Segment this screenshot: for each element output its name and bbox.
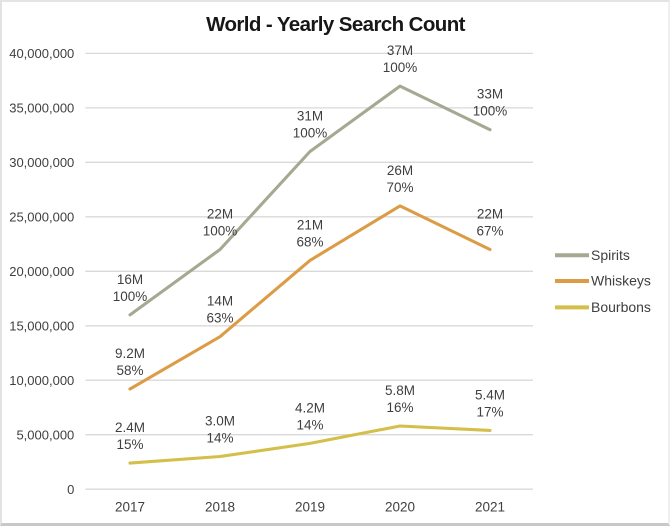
svg-text:31M: 31M bbox=[297, 109, 323, 124]
svg-text:14%: 14% bbox=[296, 417, 323, 432]
svg-text:Whiskeys: Whiskeys bbox=[591, 273, 651, 289]
svg-text:70%: 70% bbox=[386, 180, 413, 195]
svg-text:10,000,000: 10,000,000 bbox=[9, 373, 74, 388]
svg-text:100%: 100% bbox=[293, 126, 328, 141]
svg-text:22M: 22M bbox=[207, 207, 233, 222]
svg-text:5.4M: 5.4M bbox=[475, 387, 505, 402]
svg-text:21M: 21M bbox=[297, 217, 323, 232]
svg-text:17%: 17% bbox=[476, 404, 503, 419]
svg-text:22M: 22M bbox=[477, 207, 503, 222]
svg-text:9.2M: 9.2M bbox=[115, 346, 145, 361]
svg-text:2017: 2017 bbox=[115, 500, 145, 515]
svg-text:67%: 67% bbox=[476, 224, 503, 239]
svg-text:2019: 2019 bbox=[295, 500, 325, 515]
svg-text:100%: 100% bbox=[113, 289, 148, 304]
svg-text:3.0M: 3.0M bbox=[205, 414, 235, 429]
svg-text:2.4M: 2.4M bbox=[115, 420, 145, 435]
svg-text:20,000,000: 20,000,000 bbox=[9, 264, 74, 279]
svg-text:40,000,000: 40,000,000 bbox=[9, 46, 74, 61]
svg-text:Spirits: Spirits bbox=[591, 247, 630, 263]
svg-text:100%: 100% bbox=[383, 60, 418, 75]
svg-text:4.2M: 4.2M bbox=[295, 400, 325, 415]
svg-text:15%: 15% bbox=[116, 437, 143, 452]
svg-text:16M: 16M bbox=[117, 272, 143, 287]
svg-text:14%: 14% bbox=[206, 431, 233, 446]
svg-text:25,000,000: 25,000,000 bbox=[9, 209, 74, 224]
svg-text:5,000,000: 5,000,000 bbox=[16, 427, 74, 442]
svg-text:58%: 58% bbox=[116, 363, 143, 378]
svg-text:100%: 100% bbox=[473, 104, 508, 119]
svg-text:2018: 2018 bbox=[205, 500, 235, 515]
svg-text:World - Yearly Search Count: World - Yearly Search Count bbox=[206, 13, 466, 36]
svg-text:2021: 2021 bbox=[475, 500, 505, 515]
svg-text:Bourbons: Bourbons bbox=[591, 299, 651, 315]
svg-text:33M: 33M bbox=[477, 87, 503, 102]
svg-text:30,000,000: 30,000,000 bbox=[9, 155, 74, 170]
svg-text:0: 0 bbox=[67, 482, 74, 497]
svg-text:63%: 63% bbox=[206, 311, 233, 326]
svg-text:16%: 16% bbox=[386, 400, 413, 415]
svg-text:68%: 68% bbox=[296, 234, 323, 249]
svg-text:35,000,000: 35,000,000 bbox=[9, 101, 74, 116]
svg-text:2020: 2020 bbox=[385, 500, 415, 515]
svg-text:14M: 14M bbox=[207, 294, 233, 309]
svg-text:37M: 37M bbox=[387, 43, 413, 58]
svg-text:100%: 100% bbox=[203, 224, 238, 239]
svg-text:5.8M: 5.8M bbox=[385, 383, 415, 398]
svg-text:26M: 26M bbox=[387, 163, 413, 178]
svg-text:15,000,000: 15,000,000 bbox=[9, 318, 74, 333]
